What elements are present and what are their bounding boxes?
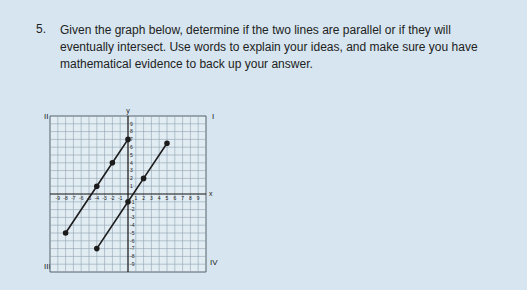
svg-text:-8: -8 [63, 195, 68, 201]
svg-text:-1: -1 [118, 195, 123, 201]
svg-text:-2: -2 [110, 195, 115, 201]
svg-text:5: 5 [166, 195, 169, 201]
svg-text:7: 7 [130, 136, 133, 142]
svg-text:x: x [209, 190, 213, 197]
svg-text:-2: -2 [130, 206, 135, 212]
svg-text:-3: -3 [102, 195, 107, 201]
html-text:Given the graph below, determi: Given the graph below, determine if the … [60, 23, 478, 71]
svg-text:-7: -7 [130, 245, 135, 251]
html-text:I: I [212, 112, 215, 121]
svg-text:y: y [126, 107, 130, 115]
svg-text:2: 2 [142, 195, 145, 201]
svg-text:4: 4 [158, 195, 161, 201]
svg-text:1: 1 [134, 195, 137, 201]
svg-text:9: 9 [130, 121, 133, 127]
svg-text:8: 8 [189, 195, 192, 201]
svg-text:-8: -8 [130, 253, 135, 259]
svg-text:3: 3 [130, 167, 133, 173]
svg-text:9: 9 [197, 195, 200, 201]
html-text:IV: IV [210, 258, 218, 267]
svg-text:8: 8 [130, 128, 133, 134]
html-text:III: III [44, 262, 51, 271]
svg-text:-5: -5 [130, 230, 135, 236]
svg-text:6: 6 [130, 144, 133, 150]
svg-text:-1: -1 [130, 199, 135, 205]
svg-text:-7: -7 [71, 195, 76, 201]
svg-text:-4: -4 [130, 222, 135, 228]
svg-text:-9: -9 [130, 261, 135, 267]
svg-text:2: 2 [130, 175, 133, 181]
svg-text:7: 7 [181, 195, 184, 201]
svg-text:-3: -3 [130, 214, 135, 220]
svg-text:1: 1 [130, 183, 133, 189]
svg-text:4: 4 [130, 160, 133, 166]
svg-text:-4: -4 [95, 195, 100, 201]
svg-text:-5: -5 [87, 195, 92, 201]
html-text:5.: 5. [36, 22, 46, 36]
html-text:II: II [44, 112, 49, 121]
svg-text:5: 5 [130, 152, 133, 158]
svg-text:-9: -9 [56, 195, 61, 201]
svg-text:-6: -6 [130, 238, 135, 244]
svg-text:6: 6 [173, 195, 176, 201]
svg-text:-6: -6 [79, 195, 84, 201]
svg-text:3: 3 [150, 195, 153, 201]
